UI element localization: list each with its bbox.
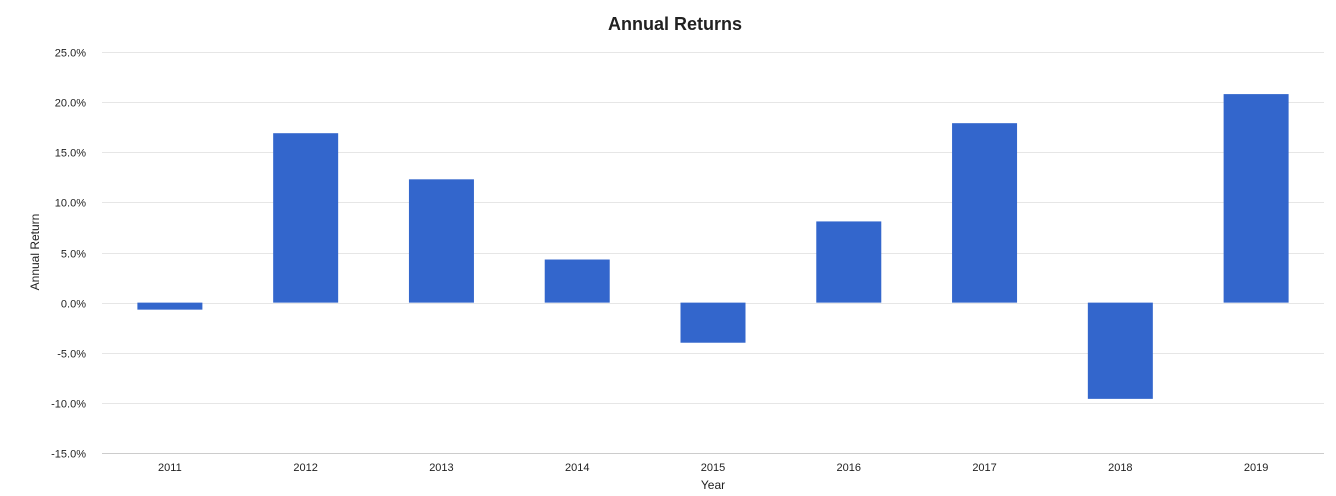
- y-tick-label: -10.0%: [51, 399, 86, 411]
- x-axis-title: Year: [701, 478, 725, 492]
- bar-2018: [1087, 302, 1153, 399]
- x-tick-label: 2011: [158, 462, 182, 474]
- chart-title: Annual Returns: [608, 14, 742, 34]
- y-axis-title: Annual Return: [28, 214, 42, 291]
- y-axis-ticks: 25.0% 20.0% 15.0% 10.0% 5.0% 0.0% -5.0% -10.0% -…: [51, 48, 86, 461]
- bars: [137, 94, 1289, 399]
- y-tick-label: 10.0%: [55, 198, 86, 210]
- y-tick-label: 15.0%: [55, 148, 86, 160]
- x-tick-label: 2013: [429, 462, 453, 474]
- x-tick-label: 2012: [293, 462, 317, 474]
- x-axis-ticks: 2011 2012 2013 2014 2015 2016 2017 2018 2019: [158, 462, 1268, 474]
- bar-2012: [273, 133, 339, 303]
- bar-2013: [408, 179, 474, 303]
- y-tick-label: -5.0%: [57, 349, 86, 361]
- y-tick-label: 25.0%: [55, 48, 86, 60]
- x-tick-label: 2019: [1244, 462, 1268, 474]
- bar-2015: [680, 302, 746, 343]
- bar-2016: [816, 221, 882, 303]
- x-tick-label: 2017: [972, 462, 996, 474]
- bar-2017: [952, 123, 1018, 303]
- y-tick-label: 20.0%: [55, 98, 86, 110]
- x-tick-label: 2018: [1108, 462, 1132, 474]
- y-tick-label: -15.0%: [51, 449, 86, 461]
- bar-2014: [544, 259, 610, 303]
- x-tick-label: 2016: [837, 462, 861, 474]
- y-tick-label: 0.0%: [61, 299, 86, 311]
- x-tick-label: 2014: [565, 462, 589, 474]
- bar-2011: [137, 302, 203, 310]
- x-tick-label: 2015: [701, 462, 725, 474]
- bar-2019: [1223, 94, 1289, 303]
- y-tick-label: 5.0%: [61, 249, 86, 261]
